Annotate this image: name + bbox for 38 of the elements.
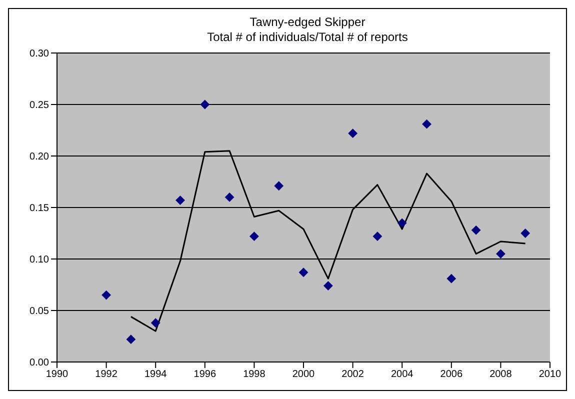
point	[372, 232, 382, 241]
x-tick-label: 1998	[243, 369, 266, 380]
point	[472, 226, 481, 235]
x-tick-label: 2002	[342, 369, 364, 380]
x-tick-label: 1994	[144, 369, 168, 380]
point	[496, 249, 506, 258]
x-tick-label: 2010	[538, 369, 562, 380]
point	[422, 120, 432, 129]
x-tick-label: 2000	[292, 369, 316, 380]
point	[126, 334, 136, 344]
x-tick-label: 1990	[46, 369, 69, 380]
x-tick-label: 2004	[390, 369, 414, 380]
y-tick-label: 0.00	[30, 358, 50, 369]
y-tick-label: 0.10	[30, 254, 50, 266]
y-tick-label: 0.05	[30, 306, 50, 318]
point	[225, 192, 234, 202]
chart-subtitle: Total # of individuals/Total # of reports	[206, 30, 409, 45]
point	[324, 281, 333, 290]
y-tick-label: 0.30	[30, 48, 50, 60]
point	[299, 268, 308, 277]
point	[176, 196, 185, 205]
y-tick-label: 0.20	[30, 152, 50, 163]
x-tick-label: 2006	[440, 369, 463, 380]
chart-title: Tawny-edged Skipper	[248, 15, 366, 30]
point	[446, 274, 456, 284]
point	[151, 318, 160, 328]
point	[348, 128, 358, 138]
point	[398, 218, 407, 228]
x-tick-label: 1996	[194, 369, 216, 380]
point	[250, 232, 259, 241]
point	[520, 228, 530, 238]
y-tick-label: 0.15	[30, 203, 50, 214]
x-tick-label: 1992	[95, 369, 118, 380]
point	[200, 100, 210, 109]
y-tick-label: 0.25	[30, 100, 50, 112]
x-tick-label: 2008	[490, 369, 512, 380]
point	[274, 181, 284, 190]
point	[102, 290, 111, 300]
